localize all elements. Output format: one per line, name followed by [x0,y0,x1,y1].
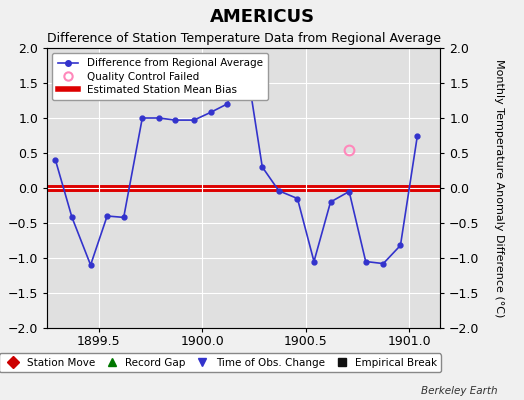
Text: AMERICUS: AMERICUS [210,8,314,26]
Text: Berkeley Earth: Berkeley Earth [421,386,498,396]
Title: Difference of Station Temperature Data from Regional Average: Difference of Station Temperature Data f… [47,32,441,46]
Legend: Station Move, Record Gap, Time of Obs. Change, Empirical Break: Station Move, Record Gap, Time of Obs. C… [0,354,441,372]
Y-axis label: Monthly Temperature Anomaly Difference (°C): Monthly Temperature Anomaly Difference (… [494,59,504,317]
